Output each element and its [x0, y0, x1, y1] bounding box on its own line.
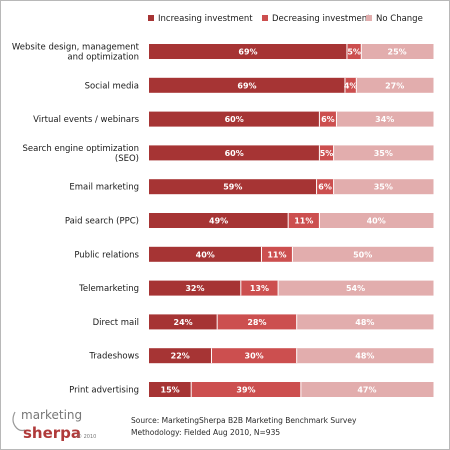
bar-7-series-0 — [149, 280, 242, 296]
category-label-9: Tradeshows — [88, 352, 139, 362]
bar-2-series-0 — [149, 111, 320, 127]
value-label-6-2: 50% — [353, 250, 372, 259]
value-label-3-1: 5% — [320, 149, 334, 158]
bar-10-series-0 — [149, 382, 192, 397]
logo-copyright: © 2010 — [77, 433, 96, 440]
value-label-8-1: 28% — [247, 318, 266, 327]
category-label-0-line2: and optimization — [67, 53, 139, 63]
source-line-2: Methodology: Fielded Aug 2010, N=935 — [131, 428, 280, 437]
value-label-2-0: 60% — [225, 115, 244, 124]
legend-swatch-0 — [148, 15, 154, 21]
category-label-4: Email marketing — [69, 183, 139, 193]
bar-8-series-2 — [296, 314, 434, 330]
logo-sherpa: sherpa — [23, 424, 81, 442]
value-label-4-1: 6% — [318, 183, 332, 192]
bar-9-series-2 — [296, 348, 434, 364]
value-label-2-2: 34% — [375, 115, 394, 124]
bar-10-series-2 — [300, 382, 434, 397]
bar-9-series-0 — [149, 348, 212, 364]
value-label-7-2: 54% — [346, 284, 365, 293]
logo-marketing: marketing — [21, 408, 82, 422]
value-label-7-0: 32% — [185, 284, 204, 293]
value-label-9-0: 22% — [171, 352, 190, 361]
value-label-9-1: 30% — [245, 352, 264, 361]
value-label-6-1: 11% — [267, 250, 286, 259]
bar-10-series-1 — [191, 382, 302, 397]
bar-7-series-1 — [240, 280, 279, 296]
bar-6-series-0 — [149, 246, 262, 262]
value-label-3-2: 35% — [374, 149, 393, 158]
bar-4-series-1 — [316, 179, 335, 195]
bar-7-series-2 — [278, 280, 434, 296]
bar-4-series-2 — [333, 179, 434, 195]
value-label-4-0: 59% — [223, 183, 242, 192]
value-label-1-1: 4% — [344, 81, 358, 90]
category-label-5: Paid search (PPC) — [65, 217, 139, 227]
value-label-4-2: 35% — [374, 183, 393, 192]
value-label-1-2: 27% — [385, 81, 404, 90]
bar-2-series-1 — [319, 111, 337, 127]
bar-0-series-1 — [346, 44, 362, 59]
value-label-10-2: 47% — [357, 386, 376, 395]
source-line-1: Source: MarketingSherpa B2B Marketing Be… — [131, 416, 357, 425]
bar-3-series-1 — [319, 145, 335, 161]
value-label-5-0: 49% — [209, 217, 228, 226]
logo-swirl-icon — [12, 411, 26, 432]
value-label-2-1: 6% — [321, 115, 335, 124]
value-label-0-0: 69% — [238, 48, 257, 57]
value-label-0-1: 5% — [347, 48, 361, 57]
value-label-9-2: 48% — [355, 352, 374, 361]
bar-3-series-0 — [149, 145, 320, 161]
bar-5-series-1 — [288, 213, 320, 228]
bar-4-series-0 — [149, 179, 318, 195]
category-label-0: Website design, management — [12, 43, 140, 53]
bar-5-series-0 — [149, 213, 289, 228]
bar-6-series-2 — [292, 246, 434, 262]
value-label-8-0: 24% — [174, 318, 193, 327]
bar-1-series-0 — [149, 77, 346, 93]
legend-swatch-1 — [262, 15, 268, 21]
value-label-6-0: 40% — [196, 250, 215, 259]
category-label-2: Virtual events / webinars — [33, 115, 139, 125]
bar-5-series-2 — [319, 213, 434, 228]
value-label-5-1: 11% — [294, 217, 313, 226]
bar-8-series-1 — [217, 314, 298, 330]
bar-2-series-2 — [336, 111, 434, 127]
bar-8-series-0 — [149, 314, 218, 330]
legend-label-0: Increasing investment — [158, 14, 253, 24]
value-label-10-1: 39% — [236, 386, 255, 395]
value-label-7-1: 13% — [250, 284, 269, 293]
value-label-8-2: 48% — [355, 318, 374, 327]
category-label-3-line2: (SEO) — [115, 154, 139, 164]
bar-0-series-2 — [361, 44, 434, 59]
category-label-8: Direct mail — [93, 318, 139, 328]
value-label-5-2: 40% — [367, 217, 386, 226]
bar-1-series-2 — [356, 77, 434, 93]
value-label-1-0: 69% — [237, 81, 256, 90]
category-label-3: Search engine optimization — [23, 144, 139, 154]
bar-1-series-1 — [344, 77, 357, 93]
value-label-10-0: 15% — [161, 386, 180, 395]
bar-3-series-2 — [333, 145, 434, 161]
value-label-0-2: 25% — [388, 48, 407, 57]
category-label-6: Public relations — [74, 250, 139, 260]
bar-0-series-0 — [149, 44, 348, 59]
legend-label-1: Decreasing investment — [272, 14, 371, 24]
legend-swatch-2 — [366, 15, 372, 21]
bar-6-series-1 — [261, 246, 293, 262]
value-label-3-0: 60% — [225, 149, 244, 158]
category-label-7: Telemarketing — [78, 284, 139, 294]
legend-label-2: No Change — [376, 14, 423, 24]
category-label-1: Social media — [85, 81, 139, 91]
category-label-10: Print advertising — [69, 386, 139, 396]
bar-9-series-1 — [211, 348, 298, 364]
